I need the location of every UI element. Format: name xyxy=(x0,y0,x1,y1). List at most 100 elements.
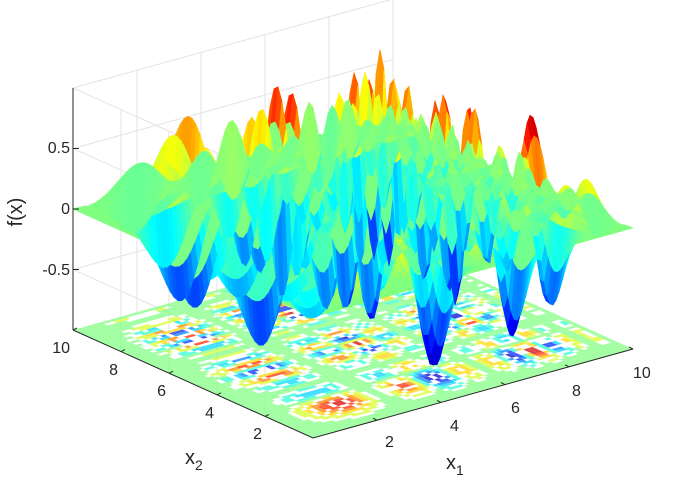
contour-cell xyxy=(355,392,364,396)
contour-cell xyxy=(185,372,193,376)
contour-cell xyxy=(197,371,206,375)
contour-cell xyxy=(298,393,307,397)
contour-cell xyxy=(270,391,279,394)
contour-cell xyxy=(315,421,324,424)
contour-cell xyxy=(123,344,132,348)
contour-cell xyxy=(386,356,395,360)
contour-cell xyxy=(214,309,223,313)
contour-cell xyxy=(390,365,399,368)
contour-cell xyxy=(338,424,347,428)
contour-cell xyxy=(386,376,395,380)
contour-cell xyxy=(179,326,188,330)
contour-cell xyxy=(220,375,229,378)
contour-cell xyxy=(342,343,351,347)
contour-cell xyxy=(225,303,233,307)
contour-cell xyxy=(381,357,390,361)
contour-cell xyxy=(401,349,409,353)
contour-cell xyxy=(313,396,321,400)
contour-cell xyxy=(274,382,283,386)
contour-cell xyxy=(153,341,161,345)
contour-cell xyxy=(228,315,237,319)
contour-cell xyxy=(102,335,111,339)
contour-cell xyxy=(358,394,367,397)
contour-cell xyxy=(348,399,357,403)
contour-cell xyxy=(201,373,209,376)
contour-cell xyxy=(186,369,195,373)
contour-cell xyxy=(409,360,417,363)
contour-cell xyxy=(419,364,428,368)
contour-cell xyxy=(283,420,292,423)
contour-cell xyxy=(430,396,439,400)
contour-cell xyxy=(386,366,395,370)
contour-cell xyxy=(363,382,372,386)
contour-cell xyxy=(321,417,329,420)
contour-cell xyxy=(263,378,272,381)
contour-cell xyxy=(91,323,100,327)
contour-cell xyxy=(324,398,333,402)
contour-cell xyxy=(325,365,334,369)
contour-cell xyxy=(145,351,153,354)
contour-cell xyxy=(283,390,292,393)
contour-cell xyxy=(354,335,363,339)
contour-cell xyxy=(372,380,381,384)
contour-cell xyxy=(306,353,315,357)
contour-cell xyxy=(215,376,224,380)
contour-cell xyxy=(337,377,345,381)
contour-cell xyxy=(399,352,408,356)
contour-cell xyxy=(294,351,303,355)
contour-cell xyxy=(390,405,399,408)
contour-cell xyxy=(378,356,387,360)
contour-cell xyxy=(405,368,414,372)
contour-cell xyxy=(182,358,191,361)
contour-cell xyxy=(101,328,110,332)
contour-cell xyxy=(186,359,195,363)
contour-cell xyxy=(281,355,289,359)
contour-cell xyxy=(375,371,384,375)
contour-cell xyxy=(348,379,357,383)
contour-cell xyxy=(137,320,145,324)
contour-cell xyxy=(151,344,160,348)
contour-cell xyxy=(330,364,339,368)
contour-cell xyxy=(331,371,340,375)
contour-cell xyxy=(419,374,428,378)
contour-cell xyxy=(244,345,253,349)
contour-cell xyxy=(247,367,256,371)
contour-cell xyxy=(377,398,385,402)
contour-cell xyxy=(315,411,324,414)
contour-cell xyxy=(134,346,143,350)
contour-cell xyxy=(375,351,384,355)
contour-cell xyxy=(167,364,176,368)
contour-cell xyxy=(204,354,213,358)
contour-cell xyxy=(219,337,228,341)
contour-cell xyxy=(415,373,424,376)
contour-cell xyxy=(156,362,165,366)
contour-cell xyxy=(365,377,374,380)
contour-cell xyxy=(331,401,340,405)
contour-cell xyxy=(177,322,185,326)
contour-cell xyxy=(282,332,291,336)
contour-cell xyxy=(339,421,348,425)
contour-cell xyxy=(404,391,413,395)
contour-cell xyxy=(165,310,174,314)
contour-cell xyxy=(150,357,159,360)
contour-cell xyxy=(251,369,260,372)
contour-cell xyxy=(310,422,319,426)
contour-cell xyxy=(183,315,192,319)
contour-cell xyxy=(302,422,311,425)
contour-cell xyxy=(338,324,347,328)
contour-cell xyxy=(222,389,231,393)
contour-cell xyxy=(107,324,116,327)
contour-cell xyxy=(111,342,120,346)
contour-cell xyxy=(259,379,268,383)
contour-cell xyxy=(305,326,313,330)
contour-cell xyxy=(185,352,193,356)
contour-cell xyxy=(279,308,288,312)
contour-cell xyxy=(297,386,305,390)
contour-cell xyxy=(214,389,223,392)
contour-cell xyxy=(308,428,317,431)
contour-cell xyxy=(214,349,223,353)
contour-cell xyxy=(114,317,123,321)
contour-cell xyxy=(253,363,262,367)
contour-cell xyxy=(311,379,320,383)
contour-cell xyxy=(287,388,296,392)
